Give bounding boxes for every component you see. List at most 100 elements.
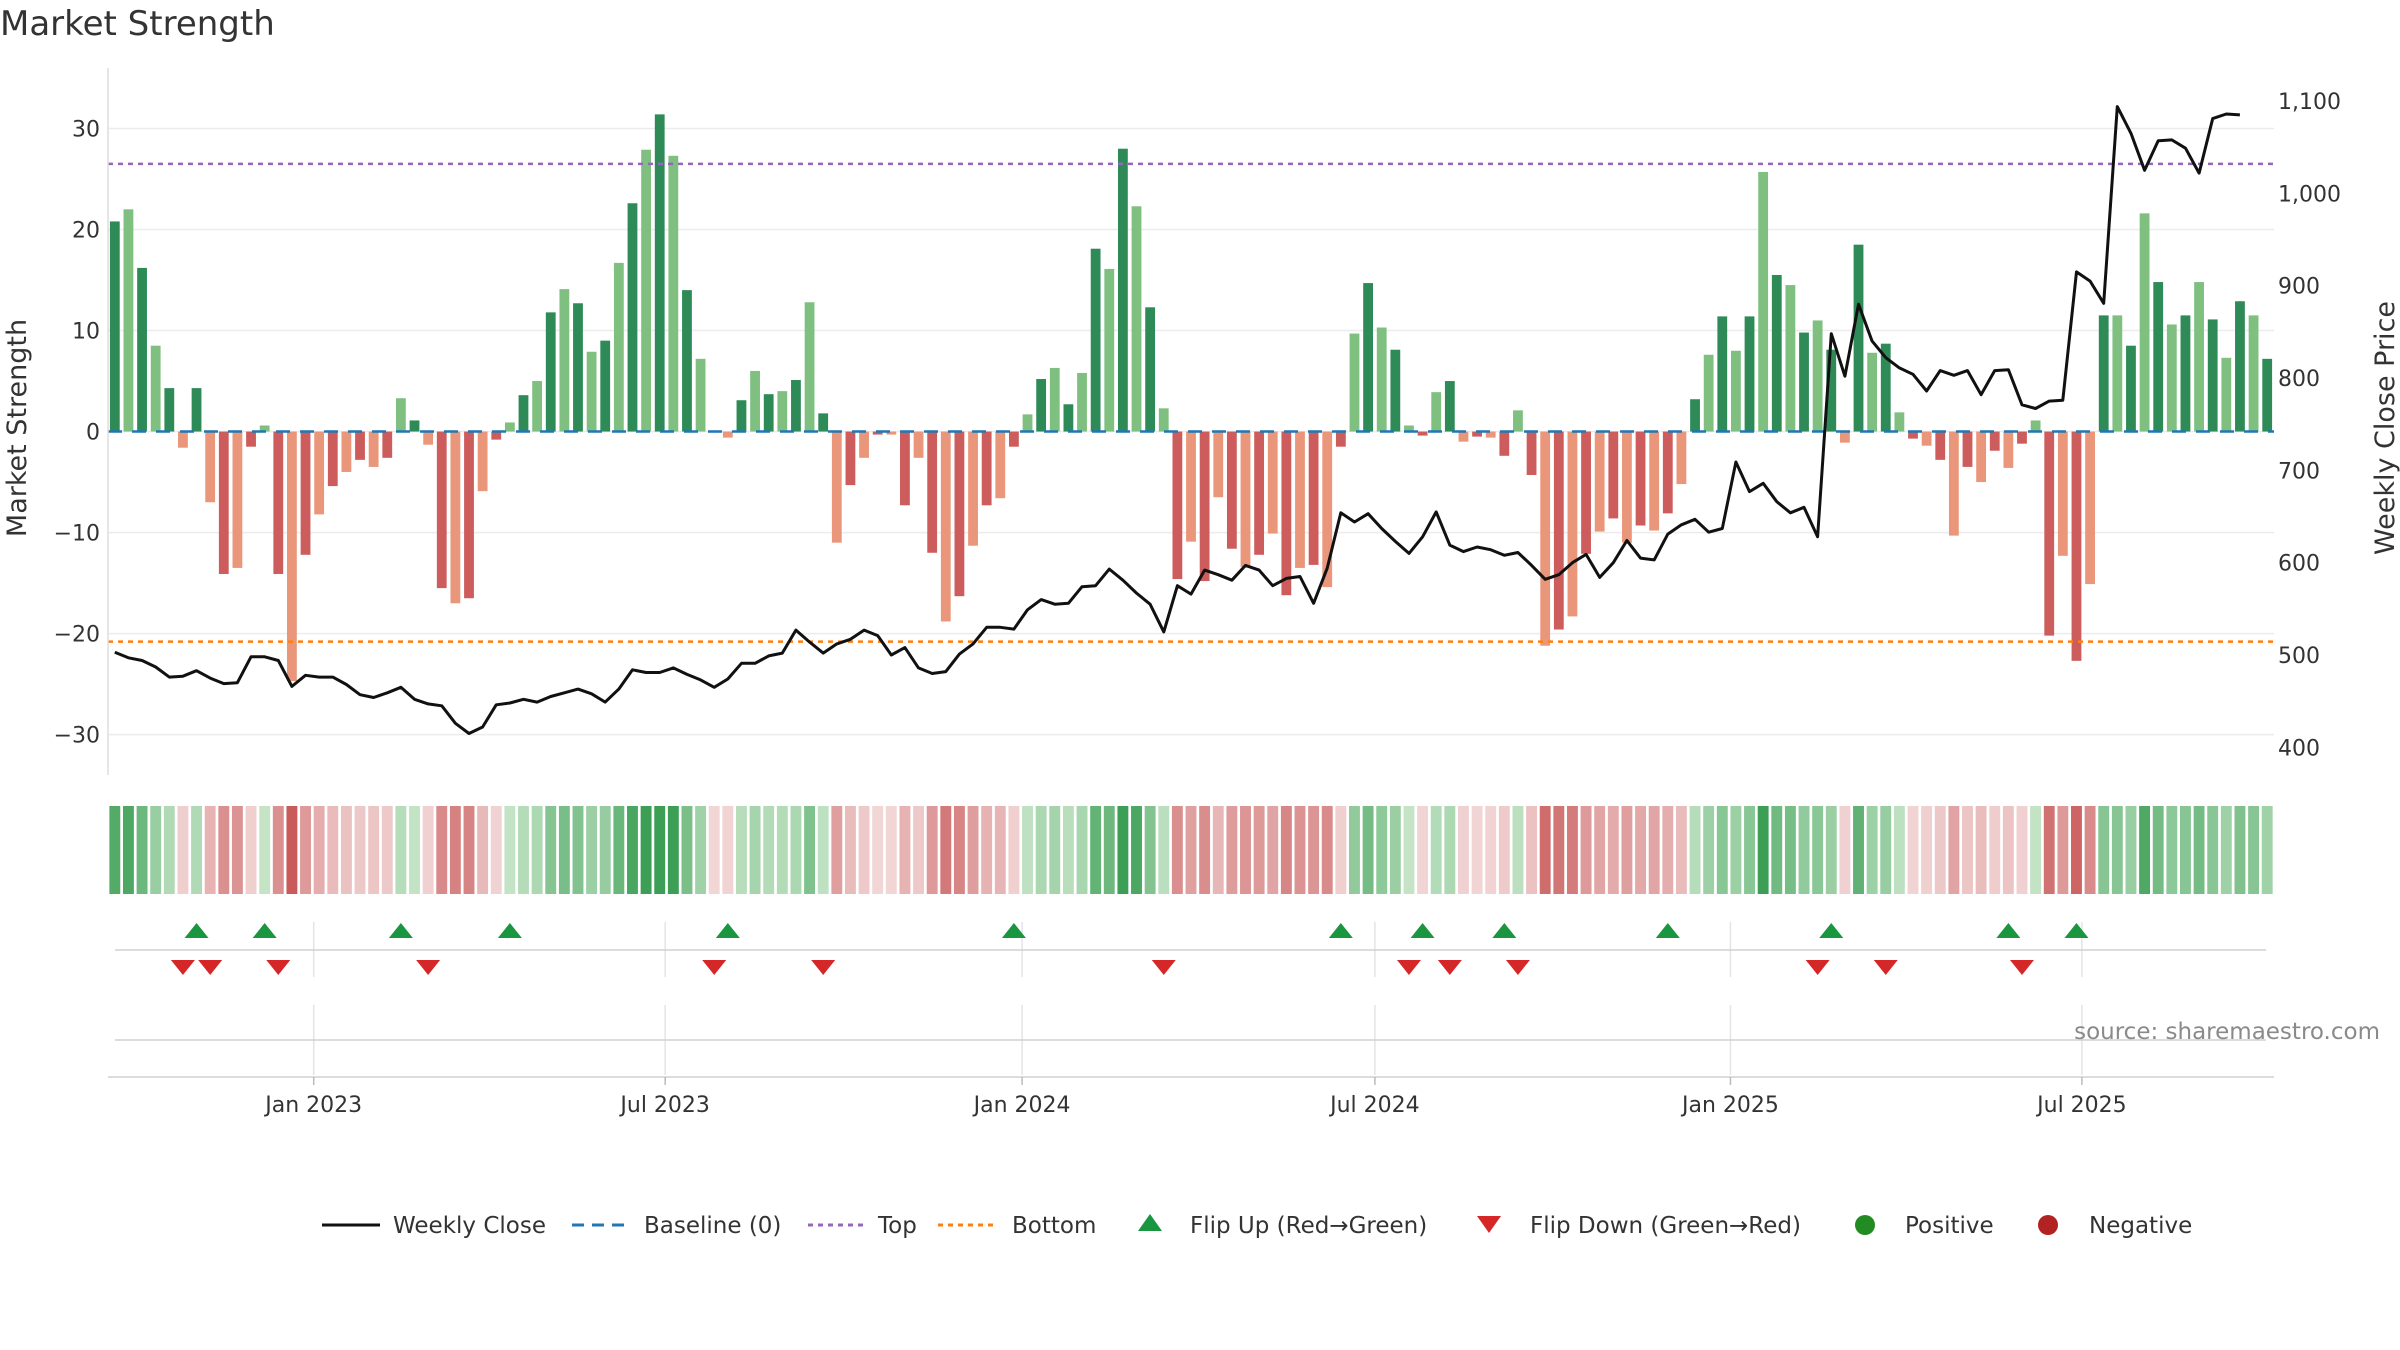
- strength-bar: [1744, 316, 1755, 432]
- flip-up-marker: [2064, 923, 2089, 938]
- heat-cell: [395, 806, 407, 894]
- strength-bar: [1839, 431, 1850, 443]
- strength-bar: [1308, 431, 1319, 565]
- heat-cell: [191, 806, 202, 894]
- strength-bar: [1267, 431, 1278, 534]
- heat-cell: [1117, 806, 1129, 894]
- strength-bar: [831, 431, 842, 543]
- strength-bar: [1363, 283, 1373, 432]
- strength-bar: [1567, 431, 1578, 617]
- strength-bar: [1880, 343, 1891, 432]
- strength-bar: [1853, 244, 1864, 432]
- flip-down-marker: [266, 960, 291, 975]
- heat-cell: [776, 806, 788, 894]
- y-right-tick-label: 900: [2278, 275, 2320, 300]
- heat-cell: [1635, 806, 1646, 894]
- strength-bar: [2112, 315, 2123, 432]
- heat-cell: [2193, 806, 2205, 894]
- flip-up-marker: [497, 923, 522, 938]
- heat-cell: [1784, 806, 1796, 894]
- heat-cell: [245, 806, 257, 894]
- strength-bar: [491, 431, 502, 440]
- strength-bar: [613, 262, 624, 432]
- strength-bar: [845, 431, 856, 486]
- strength-bar: [436, 431, 447, 589]
- strength-bar: [205, 431, 216, 503]
- strength-bar: [191, 388, 202, 432]
- heat-cell: [1226, 806, 1238, 894]
- strength-bar: [1213, 431, 1224, 498]
- heat-cell: [722, 806, 734, 894]
- strength-bar: [1581, 431, 1591, 554]
- flip-markers: [115, 923, 2266, 975]
- strength-bar: [1608, 431, 1619, 519]
- heat-cell: [2043, 806, 2055, 894]
- strength-bar: [423, 431, 434, 445]
- heat-cell: [1880, 806, 1892, 894]
- heat-cell: [1444, 806, 1456, 894]
- strength-bar: [559, 289, 570, 432]
- heat-cell: [940, 806, 952, 894]
- heat-cell: [599, 806, 611, 894]
- strength-bar: [927, 431, 938, 553]
- flip-down-marker: [1805, 960, 1830, 975]
- heat-cell: [2016, 806, 2028, 894]
- strength-bar: [777, 391, 788, 432]
- strength-bar: [1335, 431, 1346, 447]
- strength-bar: [954, 431, 965, 597]
- flip-down-marker: [811, 960, 836, 975]
- heat-cell: [177, 806, 189, 894]
- strength-bar: [545, 312, 556, 432]
- heat-cell: [2207, 806, 2219, 894]
- strength-bar: [1104, 268, 1115, 432]
- x-tick-label: Jan 2025: [1680, 1093, 1779, 1118]
- heat-cell: [708, 806, 720, 894]
- heat-cell: [518, 806, 529, 894]
- weekly-close-series: [114, 105, 2240, 735]
- y-left-tick-label: 0: [86, 421, 100, 446]
- flip-up-marker: [1410, 923, 1435, 938]
- flip-up-marker: [388, 923, 413, 938]
- heat-cell: [163, 806, 175, 894]
- strength-bar: [1199, 431, 1210, 582]
- strength-bar: [2207, 319, 2218, 432]
- flip-down-marker: [702, 960, 727, 975]
- strength-bar: [164, 388, 175, 432]
- strength-bar: [1962, 431, 1973, 467]
- legend-swatch: [2038, 1215, 2058, 1235]
- strength-bar: [1594, 431, 1605, 532]
- heat-cell: [1485, 806, 1497, 894]
- flip-up-marker: [1996, 923, 2021, 938]
- legend-swatch: [1477, 1216, 1501, 1233]
- strength-bar: [1158, 408, 1169, 432]
- strength-bar: [1281, 431, 1292, 596]
- strength-bar: [518, 395, 529, 432]
- heat-cell: [1730, 806, 1742, 894]
- heat-cell: [1458, 806, 1469, 894]
- y-left-axis-title: Market Strength: [2, 319, 33, 537]
- heat-cell: [1362, 806, 1374, 894]
- heat-cell: [695, 806, 707, 894]
- heat-cell: [953, 806, 965, 894]
- strength-bar: [1376, 327, 1387, 432]
- heat-cell: [1035, 806, 1047, 894]
- heat-cell: [681, 806, 693, 894]
- strength-bar: [2044, 431, 2055, 636]
- strength-bar: [1717, 316, 1728, 432]
- strength-bar: [1186, 431, 1196, 542]
- strength-bar: [1921, 431, 1932, 446]
- strength-bar: [1540, 431, 1551, 646]
- heat-cell: [1662, 806, 1674, 894]
- heat-cell: [313, 806, 325, 894]
- heat-cell: [2234, 806, 2246, 894]
- heat-cell: [1675, 806, 1687, 894]
- y-right-tick-label: 800: [2278, 367, 2320, 392]
- strength-bar: [1009, 431, 1019, 447]
- heat-cell: [340, 806, 352, 894]
- heat-cell: [422, 806, 434, 894]
- heat-cell: [231, 806, 243, 894]
- heat-cell: [1212, 806, 1224, 894]
- x-tick-label: Jul 2025: [2035, 1093, 2127, 1118]
- strength-bar: [178, 431, 188, 448]
